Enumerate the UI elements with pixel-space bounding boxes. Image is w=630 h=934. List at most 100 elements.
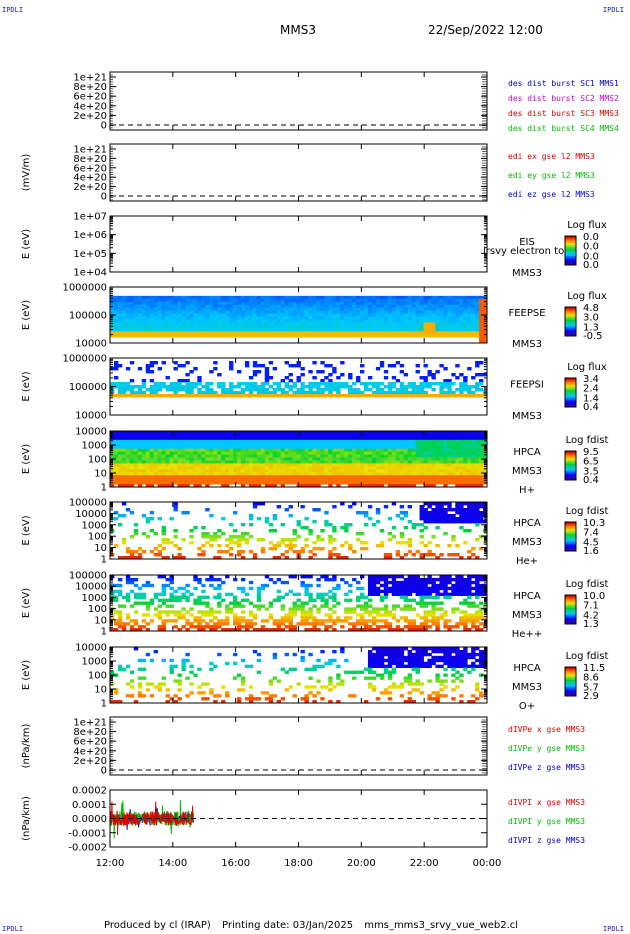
heatmap-cell (252, 478, 258, 482)
heatmap-cell (272, 463, 278, 467)
heatmap-cell (117, 331, 123, 335)
heatmap-cell (193, 625, 198, 629)
heatmap-cell (284, 304, 289, 309)
heatmap-cell (475, 431, 480, 435)
heatmap-cell (125, 385, 131, 389)
heatmap-cell (121, 514, 127, 518)
heatmap-cell (181, 463, 186, 467)
heatmap-cell (479, 517, 484, 521)
heatmap-cell (344, 460, 349, 464)
heatmap-cell (133, 628, 139, 631)
heatmap-cell (395, 448, 401, 453)
heatmap-cell (419, 385, 424, 389)
heatmap-cell (169, 331, 174, 335)
heatmap-cell (363, 523, 369, 527)
heatmap-cell (133, 325, 139, 329)
heatmap-cell (411, 331, 416, 335)
heatmap-cell (236, 475, 242, 479)
heatmap-cell (256, 304, 262, 309)
heatmap-cell (415, 301, 420, 306)
heatmap-cell (272, 556, 278, 559)
heatmap-cell (435, 520, 440, 524)
heatmap-cell (173, 589, 178, 594)
heatmap-cell (415, 331, 420, 335)
y-axis-label: (mV/m) (21, 154, 32, 192)
heatmap-cell (145, 622, 151, 626)
heatmap-cell (316, 436, 321, 441)
heatmap-cell (185, 436, 190, 441)
heatmap-cell (391, 295, 397, 300)
heatmap-cell (320, 361, 325, 365)
heatmap-cell (217, 469, 222, 473)
heatmap-cell (173, 472, 178, 476)
colorbar-band (565, 237, 576, 241)
heatmap-cell (371, 448, 377, 453)
heatmap-cell (292, 469, 297, 473)
heatmap-cell (308, 322, 313, 326)
heatmap-cell (316, 433, 321, 438)
heatmap-cell (145, 298, 151, 303)
heatmap-cell (217, 556, 222, 559)
heatmap-cell (471, 460, 476, 464)
heatmap-cell (348, 469, 353, 473)
heatmap-cell (209, 391, 214, 395)
heatmap-cell (205, 319, 210, 323)
heatmap-cell (129, 472, 135, 476)
heatmap-cell (363, 313, 369, 317)
heatmap-cell (252, 436, 258, 441)
heatmap-cell (288, 544, 293, 548)
heatmap-cell (133, 622, 139, 626)
heatmap-cell (471, 325, 476, 329)
heatmap-cell (423, 520, 428, 524)
heatmap-cell (332, 328, 337, 332)
heatmap-cell (169, 604, 174, 608)
heatmap-cell (110, 517, 115, 521)
heatmap-cell (332, 442, 337, 447)
heatmap-cell (288, 439, 293, 444)
heatmap-cell (419, 481, 424, 485)
heatmap-cell (340, 298, 345, 303)
heatmap-cell (117, 484, 123, 487)
heatmap-cell (149, 388, 155, 392)
heatmap-cell (181, 394, 186, 398)
heatmap-cell (125, 592, 131, 597)
heatmap-cell (407, 334, 412, 338)
heatmap-cell (415, 298, 420, 303)
heatmap-cell (157, 517, 162, 521)
heatmap-cell (348, 304, 353, 309)
heatmap-cell (471, 436, 476, 441)
heatmap-cell (260, 334, 266, 338)
heatmap-cell (181, 538, 186, 542)
heatmap-cell (451, 394, 456, 398)
heatmap-cell (403, 445, 409, 450)
heatmap-cell (173, 502, 178, 506)
heatmap-cell (268, 307, 274, 311)
heatmap-cell (383, 391, 389, 395)
heatmap-cell (395, 475, 401, 479)
heatmap-cell (189, 625, 194, 629)
heatmap-cell (125, 616, 131, 620)
heatmap-cell (244, 313, 250, 317)
heatmap-cell (133, 295, 139, 300)
heatmap-cell (157, 610, 162, 614)
heatmap-cell (300, 391, 305, 395)
heatmap-cell (419, 301, 424, 306)
heatmap-cell (463, 328, 468, 332)
heatmap-cell (117, 307, 123, 311)
heatmap-cell (415, 439, 420, 444)
heatmap-cell (181, 295, 186, 300)
heatmap-cell (181, 481, 186, 485)
heatmap-cell (292, 457, 297, 461)
heatmap-cell (332, 313, 337, 317)
heatmap-cell (288, 394, 293, 398)
heatmap-cell (407, 394, 412, 398)
heatmap-cell (236, 385, 242, 389)
heatmap-cell (117, 604, 123, 608)
heatmap-cell (467, 529, 472, 533)
y-axis-label: E (eV) (21, 229, 32, 259)
heatmap-cell (320, 466, 325, 470)
heatmap-cell (344, 316, 349, 320)
heatmap-cell (304, 319, 309, 323)
colorbar-band (565, 399, 576, 403)
heatmap-cell (344, 385, 349, 389)
